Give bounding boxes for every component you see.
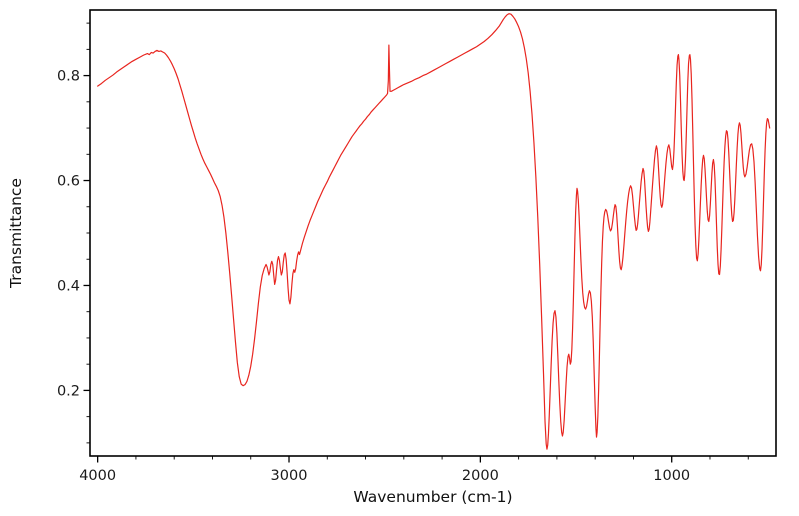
y-tick-label: 0.4 bbox=[57, 278, 80, 294]
y-tick-label: 0.2 bbox=[57, 383, 80, 399]
y-tick-label: 0.6 bbox=[57, 174, 80, 190]
plot-frame bbox=[89, 9, 777, 457]
x-tick-label: 4000 bbox=[79, 468, 116, 484]
spectrum-line bbox=[97, 13, 771, 450]
x-tick-label: 3000 bbox=[271, 468, 308, 484]
y-axis-label: Transmittance bbox=[7, 178, 25, 289]
x-tick-label: 2000 bbox=[462, 468, 499, 484]
x-axis-label: Wavenumber (cm-1) bbox=[353, 488, 512, 506]
plot-generated-content: 4000 3000 2000 1000 0.2 0.4 0.6 0.8 bbox=[57, 9, 777, 484]
x-tick-label: 1000 bbox=[653, 468, 690, 484]
y-tick-label: 0.8 bbox=[57, 69, 80, 85]
